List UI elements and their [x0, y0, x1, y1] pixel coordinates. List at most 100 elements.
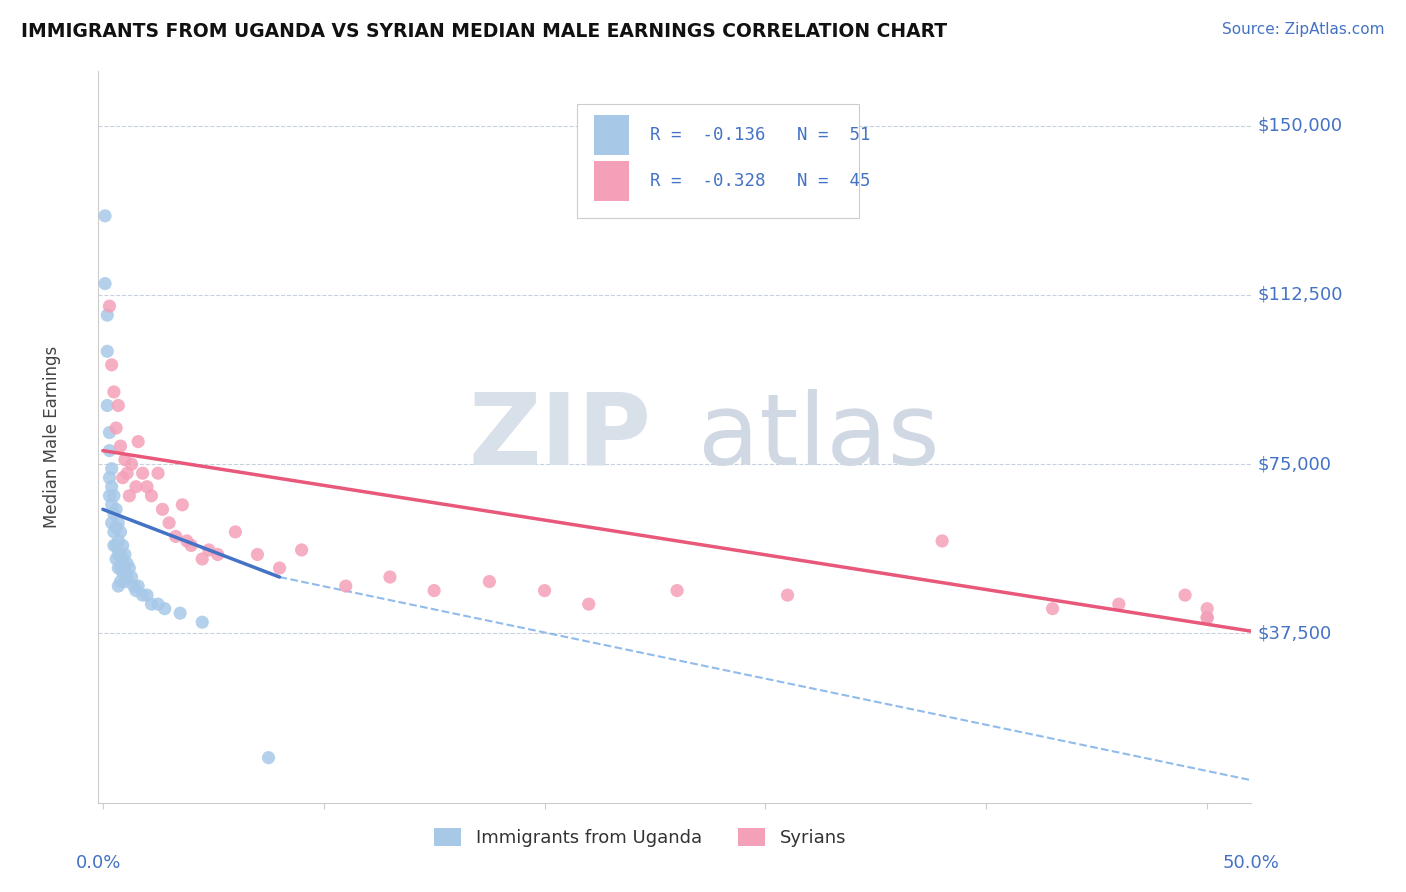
Point	[114, 548, 136, 562]
Point	[103, 538, 125, 552]
Point	[107, 399, 129, 413]
Point	[105, 552, 128, 566]
Point	[246, 548, 269, 562]
Point	[122, 579, 145, 593]
Point	[146, 466, 169, 480]
Point	[1197, 601, 1219, 615]
Point	[169, 606, 191, 620]
Point	[103, 507, 125, 521]
Point	[105, 502, 128, 516]
Point	[666, 583, 689, 598]
Point	[110, 561, 132, 575]
Point	[107, 561, 129, 575]
Point	[98, 471, 121, 485]
Point	[100, 480, 122, 494]
Point	[111, 566, 134, 580]
Point	[335, 579, 357, 593]
Point	[98, 489, 121, 503]
Point	[191, 552, 214, 566]
Point	[105, 538, 128, 552]
Text: atlas: atlas	[697, 389, 939, 485]
Text: 50.0%: 50.0%	[1223, 854, 1279, 872]
Point	[125, 583, 148, 598]
Point	[96, 344, 118, 359]
Point	[1197, 610, 1219, 624]
Point	[533, 583, 555, 598]
Point	[191, 615, 214, 630]
Point	[110, 524, 132, 539]
Point	[105, 421, 128, 435]
Point	[127, 579, 149, 593]
Bar	[595, 115, 628, 155]
Point	[103, 384, 125, 399]
Legend: Immigrants from Uganda, Syrians: Immigrants from Uganda, Syrians	[426, 819, 855, 856]
Point	[111, 538, 134, 552]
Point	[125, 480, 148, 494]
Point	[127, 434, 149, 449]
Point	[172, 498, 194, 512]
Point	[141, 489, 163, 503]
Point	[103, 489, 125, 503]
Point	[207, 548, 229, 562]
Point	[198, 543, 221, 558]
Point	[121, 457, 143, 471]
Point	[114, 452, 136, 467]
Point	[152, 502, 174, 516]
Point	[1108, 597, 1130, 611]
Point	[141, 597, 163, 611]
Text: IMMIGRANTS FROM UGANDA VS SYRIAN MEDIAN MALE EARNINGS CORRELATION CHART: IMMIGRANTS FROM UGANDA VS SYRIAN MEDIAN …	[21, 22, 948, 41]
Point	[1174, 588, 1197, 602]
Text: Median Male Earnings: Median Male Earnings	[44, 346, 62, 528]
Point	[180, 538, 202, 552]
Point	[121, 570, 143, 584]
Point	[136, 588, 159, 602]
Point	[105, 520, 128, 534]
Point	[107, 548, 129, 562]
Point	[111, 552, 134, 566]
Point	[224, 524, 246, 539]
Text: 0.0%: 0.0%	[76, 854, 121, 872]
Point	[291, 543, 314, 558]
Point	[114, 561, 136, 575]
Text: $112,500: $112,500	[1257, 285, 1343, 304]
Point	[378, 570, 401, 584]
Point	[100, 498, 122, 512]
Point	[146, 597, 169, 611]
Point	[114, 574, 136, 589]
Point	[100, 461, 122, 475]
Point	[118, 561, 141, 575]
Point	[136, 480, 159, 494]
FancyBboxPatch shape	[576, 104, 859, 218]
Point	[257, 750, 280, 764]
Point	[100, 516, 122, 530]
Point	[94, 277, 117, 291]
Point	[98, 425, 121, 440]
Point	[423, 583, 446, 598]
Text: R =  -0.328   N =  45: R = -0.328 N = 45	[650, 172, 870, 190]
Text: $75,000: $75,000	[1257, 455, 1331, 473]
Point	[131, 466, 153, 480]
Point	[107, 516, 129, 530]
Point	[153, 601, 176, 615]
Point	[96, 399, 118, 413]
Text: $150,000: $150,000	[1257, 117, 1343, 135]
Point	[478, 574, 501, 589]
Text: $37,500: $37,500	[1257, 624, 1331, 642]
Point	[115, 570, 138, 584]
Bar	[595, 161, 628, 202]
Text: ZIP: ZIP	[470, 389, 652, 485]
Point	[118, 489, 141, 503]
Point	[94, 209, 117, 223]
Point	[110, 439, 132, 453]
Point	[115, 466, 138, 480]
Point	[269, 561, 291, 575]
Point	[165, 529, 187, 543]
Point	[110, 548, 132, 562]
Point	[578, 597, 600, 611]
Point	[931, 533, 953, 548]
Point	[98, 299, 121, 313]
Point	[1197, 610, 1219, 624]
Point	[776, 588, 799, 602]
Point	[157, 516, 180, 530]
Point	[107, 533, 129, 548]
